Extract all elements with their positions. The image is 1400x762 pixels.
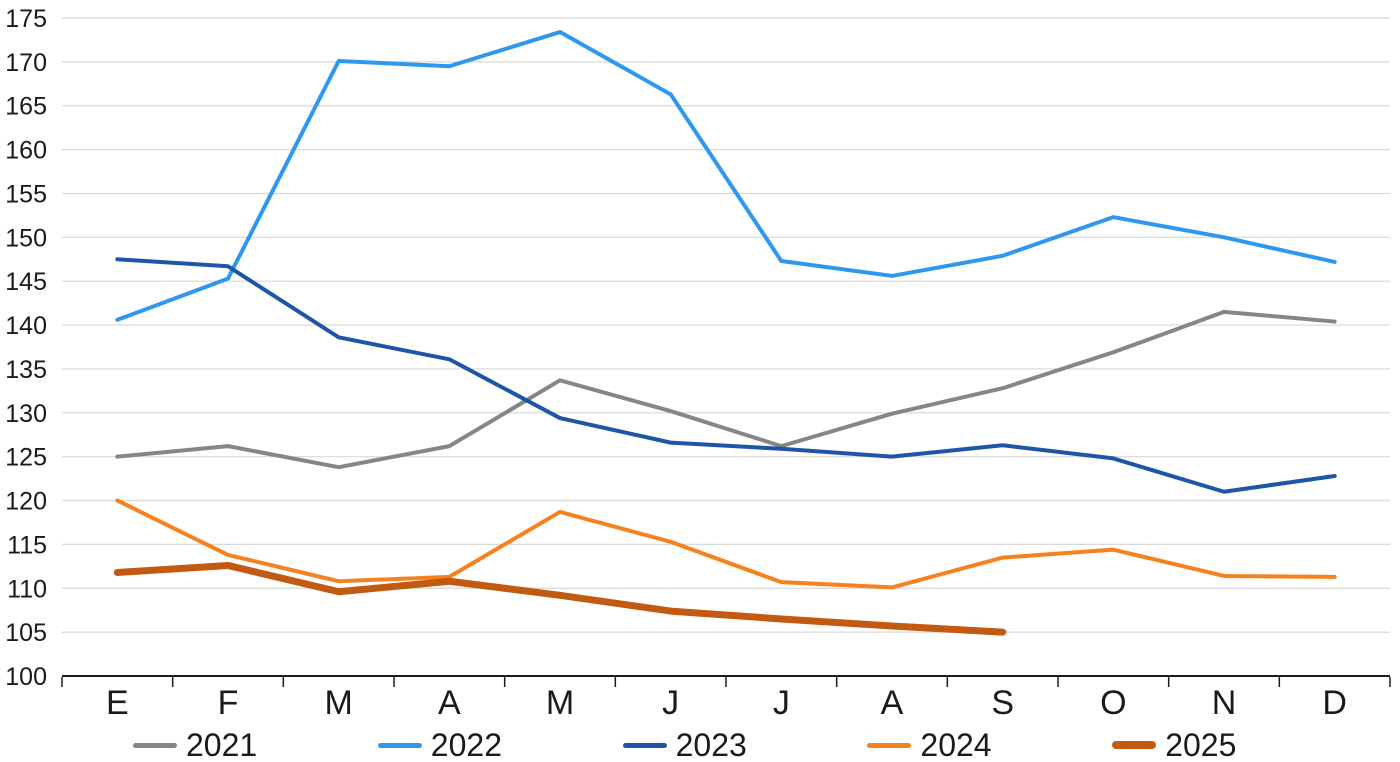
chart-legend: 2021 2022 2023 2024 2025 (0, 727, 1400, 762)
legend-label: 2024 (920, 727, 992, 762)
series-lines (113, 30, 1337, 636)
legend-swatch-2024 (867, 742, 912, 748)
x-tick-label: J (773, 684, 790, 722)
y-tick-label: 120 (5, 488, 47, 516)
legend-item-2024: 2024 (867, 727, 992, 762)
y-tick-label: 175 (5, 5, 47, 33)
y-tick-label: 155 (5, 180, 47, 208)
y-tick-label: 140 (5, 312, 47, 340)
legend-swatch-2022 (377, 742, 422, 748)
legend-label: 2025 (1165, 727, 1237, 762)
x-tick-label: F (218, 684, 239, 722)
y-tick-label: 150 (5, 224, 47, 252)
legend-label: 2023 (675, 727, 747, 762)
x-tick-label: D (1322, 684, 1347, 722)
x-tick-label: M (325, 684, 353, 722)
x-tick-label: A (438, 684, 461, 722)
legend-item-2022: 2022 (377, 727, 502, 762)
y-tick-label: 145 (5, 268, 47, 296)
gridlines (62, 17, 1390, 633)
series-line-2021 (115, 309, 1337, 470)
legend-label: 2022 (430, 727, 502, 762)
series-line-2024 (115, 498, 1337, 590)
y-tick-label: 160 (5, 137, 47, 165)
x-tick-label: A (881, 684, 904, 722)
series-line-2023 (115, 257, 1337, 494)
x-tick-label: E (106, 684, 129, 722)
y-tick-label: 170 (5, 49, 47, 77)
series-line-2025 (113, 561, 1007, 636)
y-tick-label: 165 (5, 93, 47, 121)
legend-swatch-2023 (622, 742, 667, 748)
y-tick-label: 135 (5, 356, 47, 384)
y-tick-label: 115 (7, 531, 47, 559)
legend-item-2025: 2025 (1112, 727, 1236, 762)
legend-item-2023: 2023 (622, 727, 747, 762)
x-tick-label: M (546, 684, 574, 722)
y-tick-label: 105 (5, 619, 47, 647)
x-tick-label: N (1212, 684, 1237, 722)
x-tick-label: S (991, 684, 1014, 722)
y-tick-label: 110 (7, 575, 47, 603)
x-axis (61, 675, 1391, 687)
series-line-2022 (115, 30, 1337, 322)
x-tick-label: J (662, 684, 679, 722)
legend-label: 2021 (186, 727, 258, 762)
y-tick-label: 125 (5, 444, 47, 472)
y-tick-label: 100 (5, 663, 47, 691)
legend-swatch-2021 (133, 742, 177, 748)
y-axis-labels: 100 105 110 115 120 125 130 135 140 145 150 155 160 1… (5, 5, 47, 691)
legend-swatch-2025 (1112, 741, 1157, 749)
legend-item-2021: 2021 (133, 727, 257, 762)
y-tick-label: 130 (5, 400, 47, 428)
x-tick-label: O (1100, 684, 1126, 722)
